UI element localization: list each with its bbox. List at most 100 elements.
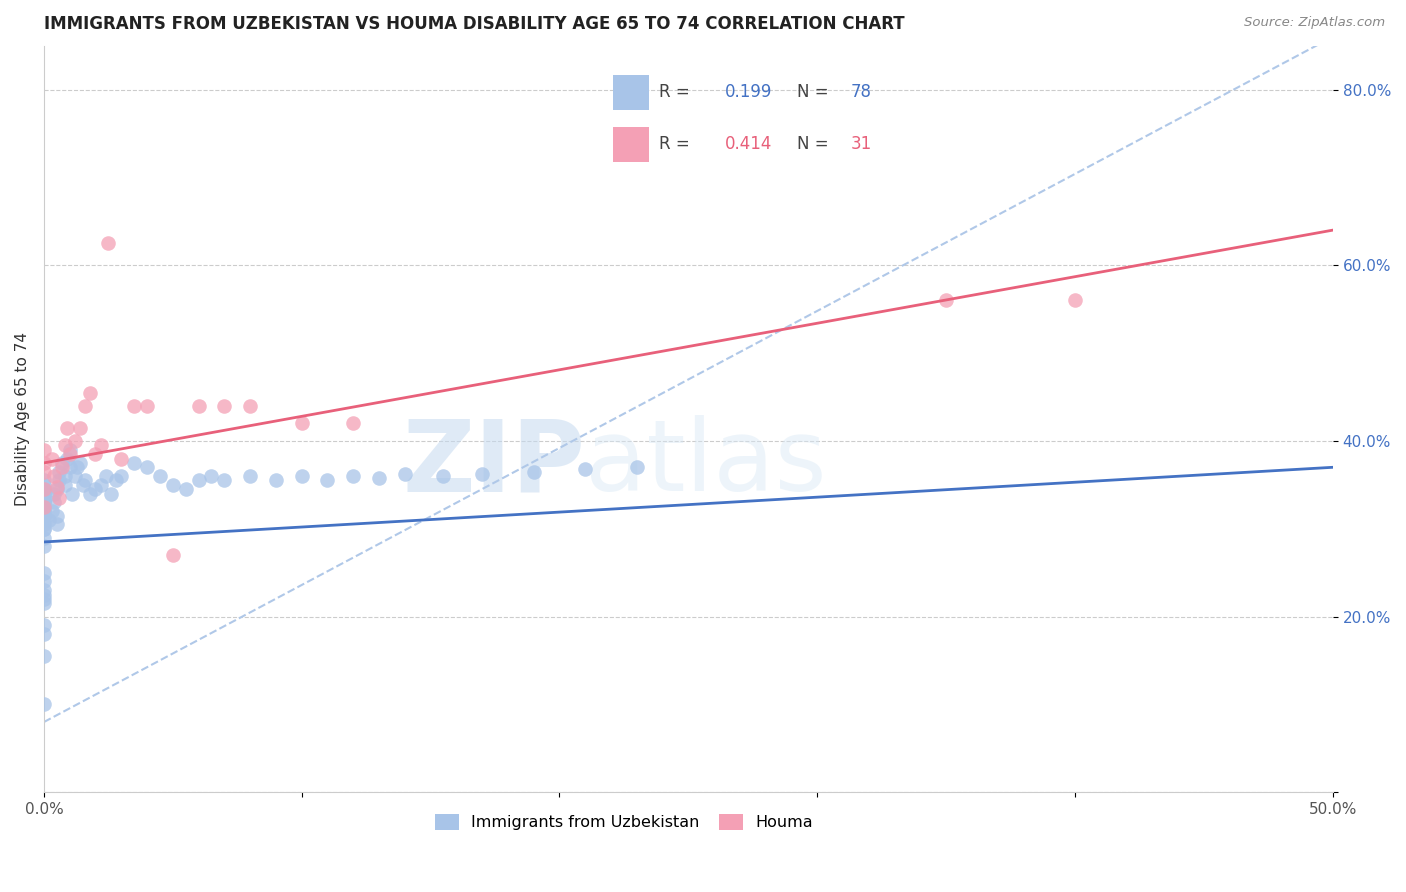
Point [291,417,314,431]
Point [48,474,70,488]
Point [59,460,82,475]
Point [51,456,73,470]
Point [432,469,454,483]
Point [32,500,55,514]
Point [66,460,89,475]
Point [38,513,60,527]
Point [84,482,107,496]
Point [1064,293,1087,308]
Point [32,486,55,500]
Point [32,504,55,518]
Point [136,399,159,413]
Point [90,478,112,492]
Point [32,442,55,457]
Point [44,486,66,500]
Point [32,522,55,536]
Point [162,478,184,492]
Point [32,474,55,488]
Point [32,517,55,532]
Point [90,438,112,452]
Point [56,451,79,466]
Point [122,399,145,413]
Point [32,618,55,632]
Point [32,465,55,479]
Point [32,491,55,505]
Point [122,456,145,470]
Point [75,399,97,413]
Point [105,474,128,488]
Point [32,531,55,545]
Point [84,447,107,461]
Point [187,399,209,413]
Point [32,592,55,607]
Point [59,447,82,461]
Text: Source: ZipAtlas.com: Source: ZipAtlas.com [1244,16,1385,29]
Point [32,698,55,712]
Point [32,627,55,641]
Point [32,495,55,509]
Point [291,469,314,483]
Point [110,451,132,466]
Point [136,460,159,475]
Point [32,482,55,496]
Point [79,385,101,400]
Text: ZIP: ZIP [402,416,585,512]
Point [69,421,91,435]
Y-axis label: Disability Age 65 to 74: Disability Age 65 to 74 [15,332,30,506]
Point [32,574,55,589]
Point [935,293,957,308]
Point [60,486,83,500]
Point [32,456,55,470]
Point [97,236,120,251]
Point [32,500,55,514]
Point [53,478,76,492]
Point [32,513,55,527]
Point [45,517,67,532]
Point [239,469,262,483]
Point [342,469,364,483]
Point [63,434,86,448]
Point [32,488,55,502]
Point [32,508,55,523]
Text: atlas: atlas [585,416,827,512]
Point [32,493,55,508]
Point [239,399,262,413]
Point [45,508,67,523]
Point [32,504,55,518]
Point [45,482,67,496]
Point [523,465,546,479]
Point [56,421,79,435]
Point [44,495,66,509]
Point [32,566,55,580]
Text: IMMIGRANTS FROM UZBEKISTAN VS HOUMA DISABILITY AGE 65 TO 74 CORRELATION CHART: IMMIGRANTS FROM UZBEKISTAN VS HOUMA DISA… [44,15,904,33]
Legend: Immigrants from Uzbekistan, Houma: Immigrants from Uzbekistan, Houma [429,807,820,837]
Point [48,465,70,479]
Point [214,399,236,413]
Point [53,438,76,452]
Point [69,456,91,470]
Point [394,467,416,482]
Point [200,469,222,483]
Point [316,474,339,488]
Point [32,484,55,499]
Point [63,469,86,483]
Point [45,480,67,494]
Point [41,504,63,518]
Point [51,460,73,475]
Point [174,482,197,496]
Point [41,451,63,466]
Point [32,597,55,611]
Point [214,474,236,488]
Point [342,417,364,431]
Point [32,522,55,536]
Point [32,495,55,509]
Point [32,588,55,602]
Point [32,482,55,496]
Point [574,462,596,476]
Point [471,467,494,482]
Point [264,474,287,488]
Point [32,583,55,598]
Point [187,474,209,488]
Point [72,478,94,492]
Point [48,491,70,505]
